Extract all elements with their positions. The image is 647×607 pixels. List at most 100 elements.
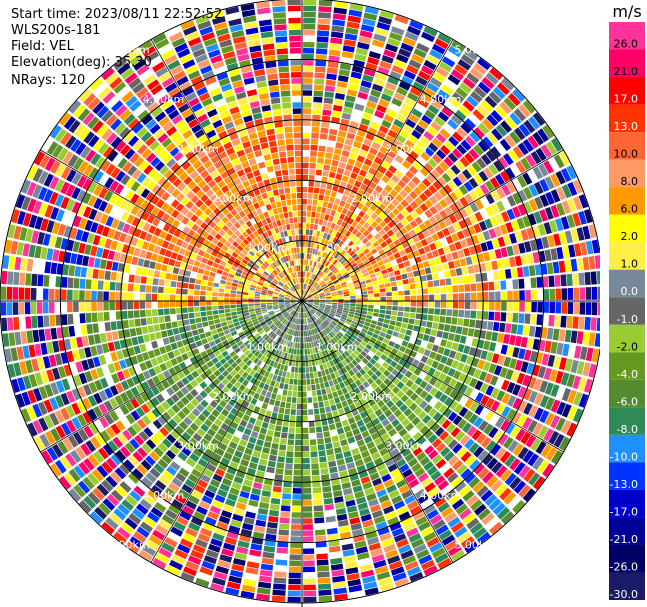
velocity-gate	[239, 419, 248, 428]
velocity-gate	[567, 182, 578, 196]
velocity-gate	[351, 528, 364, 537]
velocity-gate	[368, 542, 381, 551]
velocity-gate	[279, 331, 284, 337]
velocity-gate	[187, 336, 195, 344]
velocity-gate	[105, 216, 114, 227]
velocity-gate	[313, 511, 324, 518]
velocity-gate	[130, 181, 141, 192]
velocity-gate	[241, 346, 248, 353]
velocity-gate	[349, 336, 356, 343]
velocity-gate	[224, 289, 231, 294]
velocity-gate	[341, 175, 349, 183]
velocity-gate	[213, 571, 228, 581]
velocity-gate	[159, 346, 167, 355]
velocity-gate	[311, 316, 315, 322]
velocity-gate	[300, 307, 302, 313]
velocity-gate	[323, 431, 331, 438]
velocity-gate	[50, 382, 60, 395]
velocity-gate	[242, 291, 249, 296]
velocity-gate	[92, 120, 104, 133]
velocity-gate	[114, 467, 127, 480]
velocity-gate	[403, 260, 411, 267]
velocity-gate	[272, 303, 279, 306]
velocity-gate	[318, 589, 332, 596]
velocity-gate	[366, 330, 374, 337]
velocity-gate	[469, 131, 481, 143]
velocity-gate	[282, 287, 288, 292]
velocity-gate	[374, 207, 383, 216]
velocity-gate	[506, 382, 516, 394]
velocity-gate	[158, 519, 172, 531]
velocity-gate	[124, 442, 136, 454]
velocity-gate	[170, 342, 178, 350]
velocity-gate	[341, 284, 348, 288]
velocity-gate	[474, 404, 485, 416]
velocity-gate	[272, 374, 278, 381]
velocity-gate	[218, 292, 224, 297]
velocity-gate	[290, 299, 296, 301]
velocity-gate	[232, 318, 239, 323]
velocity-gate	[317, 237, 323, 244]
velocity-gate	[512, 312, 519, 323]
velocity-gate	[169, 294, 176, 301]
velocity-gate	[306, 292, 311, 297]
velocity-gate	[458, 301, 465, 309]
velocity-gate	[383, 378, 391, 386]
velocity-gate	[146, 411, 156, 422]
velocity-gate	[305, 312, 309, 318]
velocity-gate	[538, 425, 549, 439]
velocity-gate	[70, 337, 78, 349]
velocity-gate	[454, 381, 463, 391]
velocity-gate	[363, 337, 370, 344]
velocity-gate	[137, 219, 146, 230]
velocity-gate	[316, 432, 324, 439]
velocity-gate	[352, 279, 359, 284]
velocity-gate	[306, 293, 312, 298]
velocity-gate	[231, 394, 240, 402]
velocity-gate	[334, 198, 341, 205]
velocity-gate	[48, 302, 55, 314]
velocity-gate	[215, 468, 226, 477]
velocity-gate	[231, 435, 240, 444]
velocity-gate	[385, 549, 399, 559]
velocity-gate	[393, 59, 407, 69]
velocity-gate	[373, 515, 386, 525]
velocity-gate	[315, 255, 319, 262]
velocity-gate	[368, 498, 379, 507]
velocity-gate	[359, 169, 367, 177]
velocity-gate	[458, 219, 467, 230]
velocity-gate	[250, 398, 258, 406]
velocity-gate	[355, 364, 362, 371]
velocity-gate	[342, 549, 355, 557]
velocity-gate	[384, 333, 392, 340]
velocity-gate	[316, 286, 321, 291]
velocity-gate	[336, 263, 342, 269]
velocity-gate	[110, 321, 117, 331]
velocity-gate	[353, 340, 360, 346]
velocity-gate	[242, 453, 251, 462]
velocity-gate	[416, 436, 427, 446]
velocity-gate	[262, 447, 270, 454]
velocity-gate	[464, 193, 474, 204]
velocity-gate	[173, 521, 186, 532]
velocity-gate	[96, 247, 104, 258]
velocity-gate	[288, 315, 293, 321]
velocity-gate	[393, 184, 403, 193]
velocity-gate	[414, 396, 424, 406]
velocity-gate	[322, 322, 328, 328]
velocity-gate	[532, 131, 544, 146]
velocity-gate	[320, 315, 326, 320]
velocity-gate	[367, 244, 375, 251]
velocity-gate	[302, 313, 304, 319]
velocity-gate	[483, 423, 494, 435]
velocity-gate	[307, 311, 310, 317]
velocity-gate	[419, 400, 428, 410]
velocity-gate	[464, 398, 474, 409]
velocity-gate	[49, 124, 62, 139]
velocity-gate	[347, 281, 354, 286]
velocity-gate	[312, 328, 317, 335]
velocity-gate	[157, 372, 166, 382]
velocity-gate	[242, 364, 249, 371]
velocity-gate	[313, 297, 320, 300]
velocity-gate	[58, 476, 72, 490]
